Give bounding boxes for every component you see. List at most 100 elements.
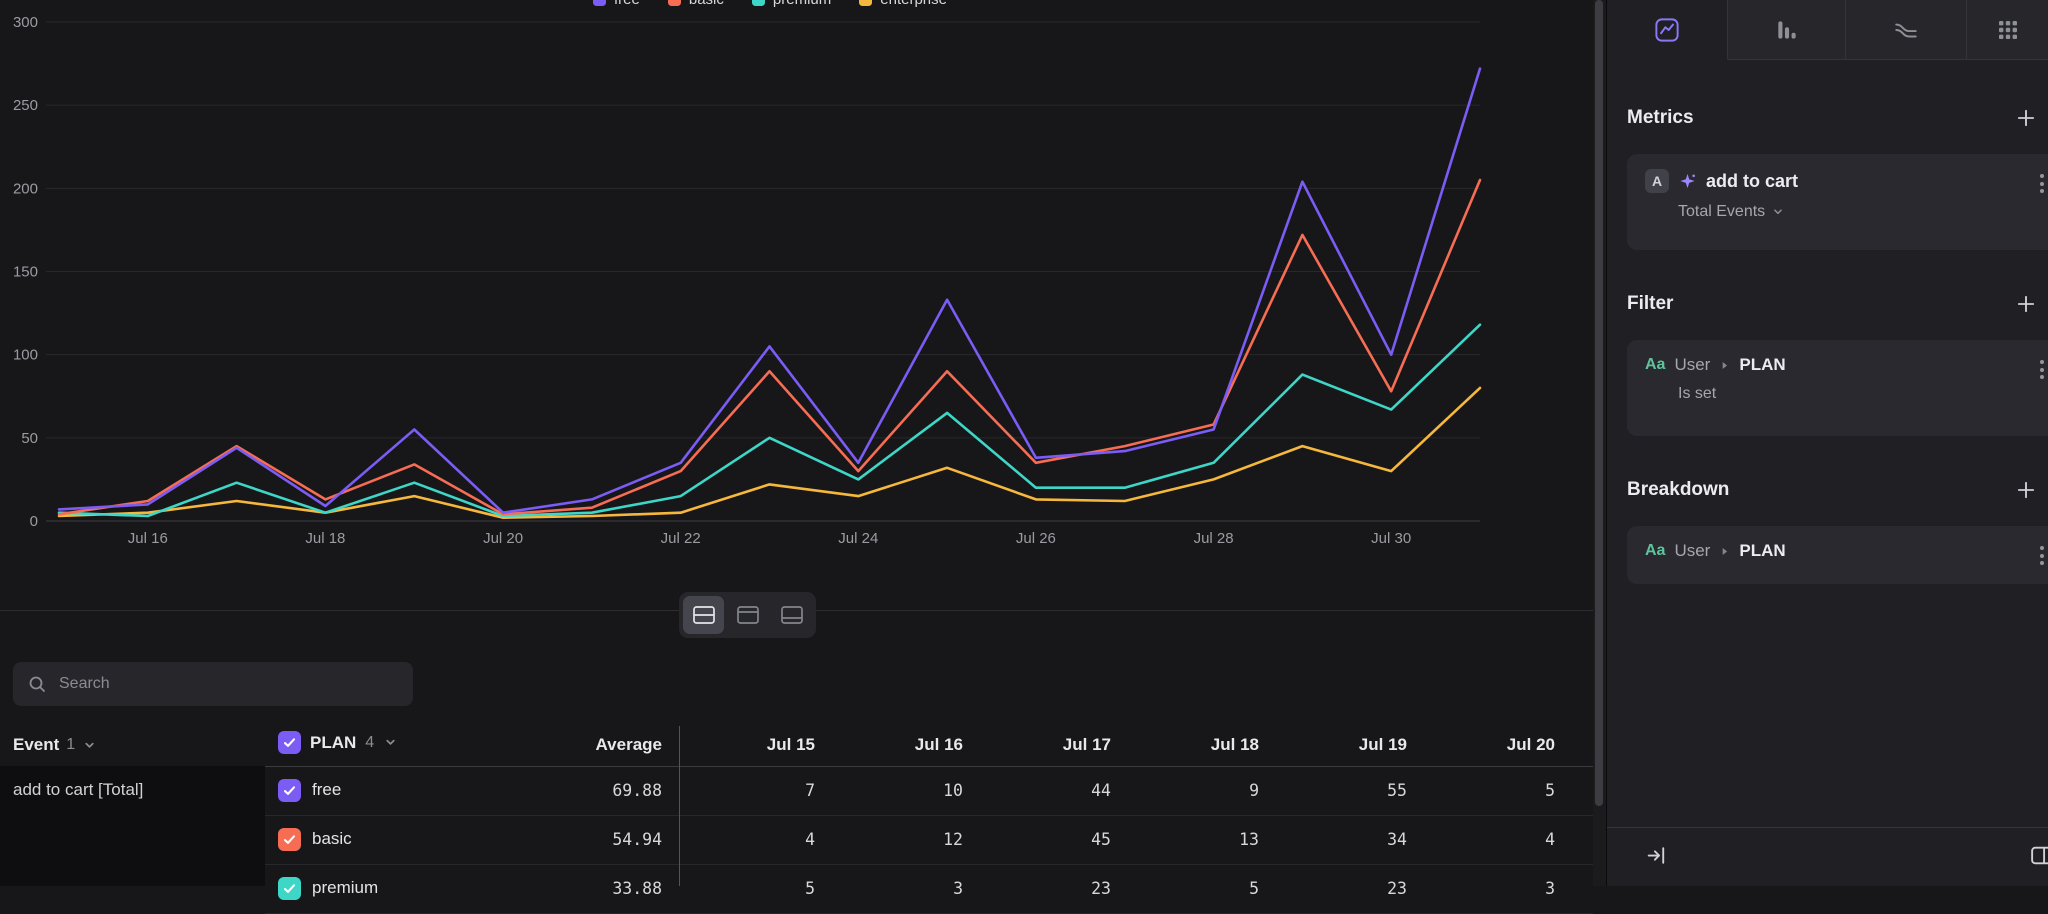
plan-header[interactable]: PLAN 4 — [278, 731, 398, 754]
layout-toggle — [679, 592, 816, 638]
plus-icon — [2017, 295, 2035, 313]
filter-options-kebab-icon[interactable] — [2040, 360, 2044, 379]
row-value: 3 — [953, 879, 963, 898]
event-group-label: add to cart [Total] — [13, 780, 144, 799]
date-column-header: Jul 20 — [1506, 735, 1555, 754]
search-box[interactable] — [13, 662, 413, 706]
event-count: 1 — [66, 736, 76, 753]
date-column-header: Jul 16 — [914, 735, 963, 754]
event-header[interactable]: Event 1 — [13, 735, 97, 755]
metric-options-kebab-icon[interactable] — [2040, 174, 2044, 193]
legend-swatch — [667, 0, 681, 6]
date-column-header: Jul 19 — [1358, 735, 1407, 754]
layout-chart-button[interactable] — [727, 596, 768, 634]
search-icon — [29, 676, 45, 692]
row-value: 55 — [1387, 781, 1407, 800]
table-row-basic[interactable]: basic 54.94 4 12 45 13 34 4 — [265, 815, 1593, 865]
legend-label: free — [614, 0, 640, 8]
property-type-icon: Aa — [1645, 356, 1666, 373]
row-value: 13 — [1239, 830, 1259, 849]
row-value: 34 — [1387, 830, 1407, 849]
table-row-free[interactable]: free 69.88 7 10 44 9 55 5 — [265, 766, 1593, 816]
sidebar-footer — [1607, 827, 2048, 886]
row-value: 23 — [1387, 879, 1407, 898]
metric-event-name: add to cart — [1706, 170, 1799, 191]
svg-text:Jul 22: Jul 22 — [661, 530, 701, 547]
svg-text:Jul 16: Jul 16 — [128, 530, 168, 547]
toggle-sidebar-icon[interactable] — [2029, 843, 2048, 871]
add-breakdown-button[interactable] — [2014, 478, 2038, 502]
chart-type-tabs — [1607, 0, 2048, 60]
layout-chart-icon — [736, 606, 759, 624]
tab-bar-chart[interactable] — [1728, 0, 1846, 60]
aggregation-selector[interactable]: Total Events — [1678, 203, 2040, 221]
metric-card[interactable]: A add to cart Total Events — [1627, 154, 2048, 250]
filter-section-header: Filter — [1627, 292, 2038, 316]
row-average: 54.94 — [612, 830, 662, 849]
legend-item-basic[interactable]: basic — [667, 0, 724, 8]
svg-text:200: 200 — [13, 180, 38, 197]
svg-text:Jul 30: Jul 30 — [1371, 530, 1411, 547]
line-chart: 0 50 100 150 200 250 300 Jul 16 Jul 18 Jul 20 Jul … — [13, 14, 1482, 547]
svg-text:50: 50 — [21, 430, 38, 447]
scrollbar-thumb[interactable] — [1595, 0, 1603, 806]
plan-select-all-checkbox[interactable] — [278, 731, 301, 754]
row-value: 5 — [1249, 879, 1259, 898]
main-panel: free basic premium enterprise 0 50 100 150 200 2… — [0, 0, 1593, 914]
tab-flows-chart[interactable] — [1846, 0, 1967, 60]
breakdown-options-kebab-icon[interactable] — [2040, 546, 2044, 565]
caret-right-icon — [1723, 361, 1728, 369]
table-row-premium[interactable]: premium 33.88 5 3 23 5 23 3 — [265, 864, 1593, 914]
row-value: 4 — [805, 830, 815, 849]
legend-label: basic — [689, 0, 724, 8]
svg-text:Jul 24: Jul 24 — [838, 530, 878, 547]
layout-split-button[interactable] — [683, 596, 724, 634]
filter-card[interactable]: Aa User PLAN Is set — [1627, 340, 2048, 436]
query-sidebar: Metrics A add to cart Total Events Filte… — [1606, 0, 2048, 886]
svg-text:250: 250 — [13, 97, 38, 114]
filter-property: PLAN — [1739, 355, 1786, 374]
layout-table-icon — [780, 606, 803, 624]
row-value: 5 — [1545, 781, 1555, 800]
caret-right-icon — [1723, 547, 1728, 555]
tab-more-charts[interactable] — [1967, 0, 2048, 60]
row-label: premium — [312, 878, 379, 897]
legend-item-enterprise[interactable]: enterprise — [859, 0, 947, 8]
search-input[interactable] — [57, 674, 399, 694]
row-checkbox[interactable] — [278, 877, 301, 900]
event-group-cell: add to cart [Total] — [0, 766, 265, 886]
row-value: 9 — [1249, 781, 1259, 800]
column-divider — [679, 726, 680, 886]
row-value: 7 — [805, 781, 815, 800]
vertical-scrollbar[interactable] — [1593, 0, 1606, 886]
svg-text:300: 300 — [13, 14, 38, 31]
layout-table-button[interactable] — [771, 596, 812, 634]
add-filter-button[interactable] — [2014, 292, 2038, 316]
aggregation-label: Total Events — [1678, 203, 1766, 220]
breakdown-property: PLAN — [1739, 541, 1786, 560]
collapse-panel-icon[interactable] — [1645, 843, 1670, 871]
svg-text:Jul 26: Jul 26 — [1016, 530, 1056, 547]
svg-text:100: 100 — [13, 347, 38, 364]
row-value: 12 — [943, 830, 963, 849]
filter-operator-selector[interactable]: Is set — [1678, 385, 2040, 403]
breakdown-card[interactable]: Aa User PLAN — [1627, 526, 2048, 584]
row-checkbox[interactable] — [278, 828, 301, 851]
add-metric-button[interactable] — [2014, 106, 2038, 130]
legend-item-premium[interactable]: premium — [751, 0, 831, 8]
metrics-title: Metrics — [1627, 107, 1694, 128]
legend-swatch — [751, 0, 765, 6]
flows-icon — [1895, 23, 1917, 37]
row-average: 33.88 — [612, 879, 662, 898]
legend-label: premium — [773, 0, 831, 8]
event-sparkle-icon — [1680, 173, 1696, 188]
tab-line-chart[interactable] — [1607, 0, 1728, 60]
row-checkbox[interactable] — [278, 779, 301, 802]
legend-item-free[interactable]: free — [593, 0, 640, 8]
date-column-header: Jul 17 — [1062, 735, 1111, 754]
filter-title: Filter — [1627, 293, 1674, 314]
breakdown-title: Breakdown — [1627, 479, 1730, 500]
legend-swatch — [593, 0, 607, 6]
row-value: 23 — [1091, 879, 1111, 898]
row-value: 5 — [805, 879, 815, 898]
